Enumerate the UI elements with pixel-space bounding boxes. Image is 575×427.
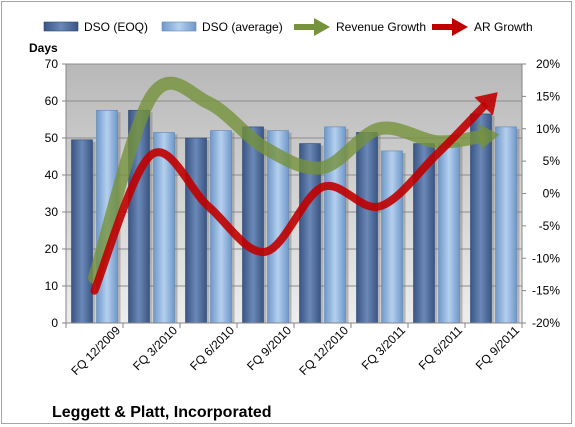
x-tick-label: FQ 9/2011 xyxy=(473,323,523,373)
x-tick-label: FQ 3/2011 xyxy=(359,323,409,373)
legend-item: DSO (EOQ) xyxy=(43,20,148,34)
legend-label: Revenue Growth xyxy=(336,20,426,34)
y-tick-label: 20 xyxy=(45,242,59,256)
x-tick-label: FQ 3/2010 xyxy=(130,323,180,373)
x-tick-label: FQ 6/2010 xyxy=(187,323,237,373)
line-revenue-growth xyxy=(88,76,487,285)
x-axis-ticks: FQ 12/2009 FQ 3/2010 FQ 6/2010 FQ 9/2010 FQ … xyxy=(65,323,523,378)
y2-tick-label: 0% xyxy=(543,187,561,201)
y2-tick-label: 5% xyxy=(543,154,561,168)
y2-tick-label: 15% xyxy=(536,89,560,103)
legend-label: DSO (EOQ) xyxy=(84,20,148,34)
y-tick-label: 0 xyxy=(51,316,58,330)
y-tick-label: 60 xyxy=(45,94,59,108)
y-tick-label: 40 xyxy=(45,168,59,182)
bar-dso-eoq xyxy=(71,139,93,324)
legend-swatch xyxy=(161,21,197,32)
bar-dso-eoq xyxy=(185,137,207,324)
x-tick-label: FQ 12/2010 xyxy=(296,323,351,378)
x-tick-label: FQ 9/2010 xyxy=(244,323,294,373)
y2-tick-label: 20% xyxy=(536,57,560,71)
legend: DSO (EOQ) DSO (average) Revenue Growth AR G… xyxy=(43,18,533,36)
line-ar-growth xyxy=(90,102,488,295)
x-tick-label: FQ 12/2009 xyxy=(68,323,123,378)
legend-arrowhead xyxy=(452,18,468,36)
bar-dso-eoq xyxy=(356,132,378,324)
legend-swatch xyxy=(43,21,79,32)
line-ar-growth-arrowhead xyxy=(474,92,498,116)
bar-dso-average xyxy=(495,126,517,324)
x-tick-label: FQ 6/2011 xyxy=(416,323,466,373)
legend-item: AR Growth xyxy=(432,18,533,36)
legend-item: DSO (average) xyxy=(161,20,283,34)
y2-tick-label: -10% xyxy=(532,251,560,265)
y2-tick-label: 10% xyxy=(536,122,560,136)
legend-item: Revenue Growth xyxy=(294,18,426,36)
y-tick-label: 30 xyxy=(45,205,59,219)
y2-tick-label: -20% xyxy=(532,316,560,330)
y2-tick-label: -5% xyxy=(539,219,561,233)
legend-arrowhead xyxy=(314,18,330,36)
legend-label: AR Growth xyxy=(474,20,533,34)
y-axis-ticks: 0 10 20 30 40 50 60 70 xyxy=(45,57,66,330)
line-revenue-growth-arrowhead xyxy=(478,123,500,150)
series-lines xyxy=(88,76,500,295)
bar-dso-average xyxy=(438,143,460,324)
y2-tick-label: -15% xyxy=(532,284,560,298)
bar-dso-eoq xyxy=(242,126,264,324)
bar-dso-average xyxy=(381,150,403,324)
y-axis-title: Days xyxy=(29,41,58,55)
legend-label: DSO (average) xyxy=(202,20,283,34)
y-tick-label: 70 xyxy=(45,57,59,71)
y-tick-label: 10 xyxy=(45,279,59,293)
chart-title: Leggett & Platt, Incorporated xyxy=(52,404,272,421)
y-tick-label: 50 xyxy=(45,131,59,145)
y2-axis-ticks: -20% -15% -10% -5% 0% 5% 10% 15% 20% xyxy=(522,57,560,330)
